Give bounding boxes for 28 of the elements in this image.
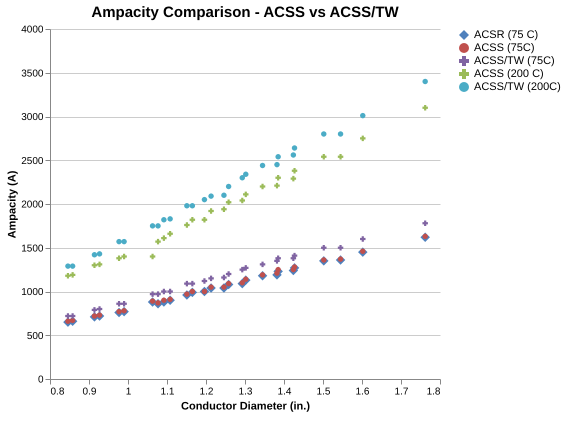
legend-label: ACSR (75 C) xyxy=(474,29,538,41)
y-tick-label: 1500 xyxy=(21,243,44,254)
y-axis-title: Ampacity (A) xyxy=(6,170,18,238)
x-tick-label: 1.4 xyxy=(278,386,292,398)
x-tick-label: 1.2 xyxy=(200,386,214,398)
x-tick-label: 1.8 xyxy=(426,386,441,398)
x-tick-label: 0.9 xyxy=(82,386,97,398)
y-tick-label: 4000 xyxy=(21,24,44,36)
x-tick-label: 1.1 xyxy=(160,386,175,398)
x-axis-title: Conductor Diameter (in.) xyxy=(181,400,310,412)
y-tick-label: 500 xyxy=(26,330,44,342)
y-tick-label: 2500 xyxy=(21,156,44,167)
x-tick-label: 1 xyxy=(126,386,132,398)
y-tick-label: 1000 xyxy=(21,287,44,298)
x-tick-label: 1.5 xyxy=(316,386,331,398)
y-tick-label: 0 xyxy=(38,374,44,386)
y-tick-label: 3000 xyxy=(21,112,44,123)
chart-title: Ampacity Comparison - ACSS vs ACSS/TW xyxy=(91,4,400,21)
x-tick-label: 1.6 xyxy=(356,386,370,398)
x-tick-label: 1.7 xyxy=(394,386,409,398)
x-tick-label: 0.8 xyxy=(50,386,65,398)
y-tick-label: 2000 xyxy=(21,200,44,210)
y-tick-label: 3500 xyxy=(21,68,44,80)
legend-label: ACSS/TW (75C) xyxy=(474,55,555,67)
legend-label: ACSS (75C) xyxy=(474,42,535,54)
x-tick-label: 1.3 xyxy=(238,386,253,398)
legend-label: ACSS/TW (200C) xyxy=(474,81,561,93)
legend-label: ACSS (200 C) xyxy=(474,68,544,80)
